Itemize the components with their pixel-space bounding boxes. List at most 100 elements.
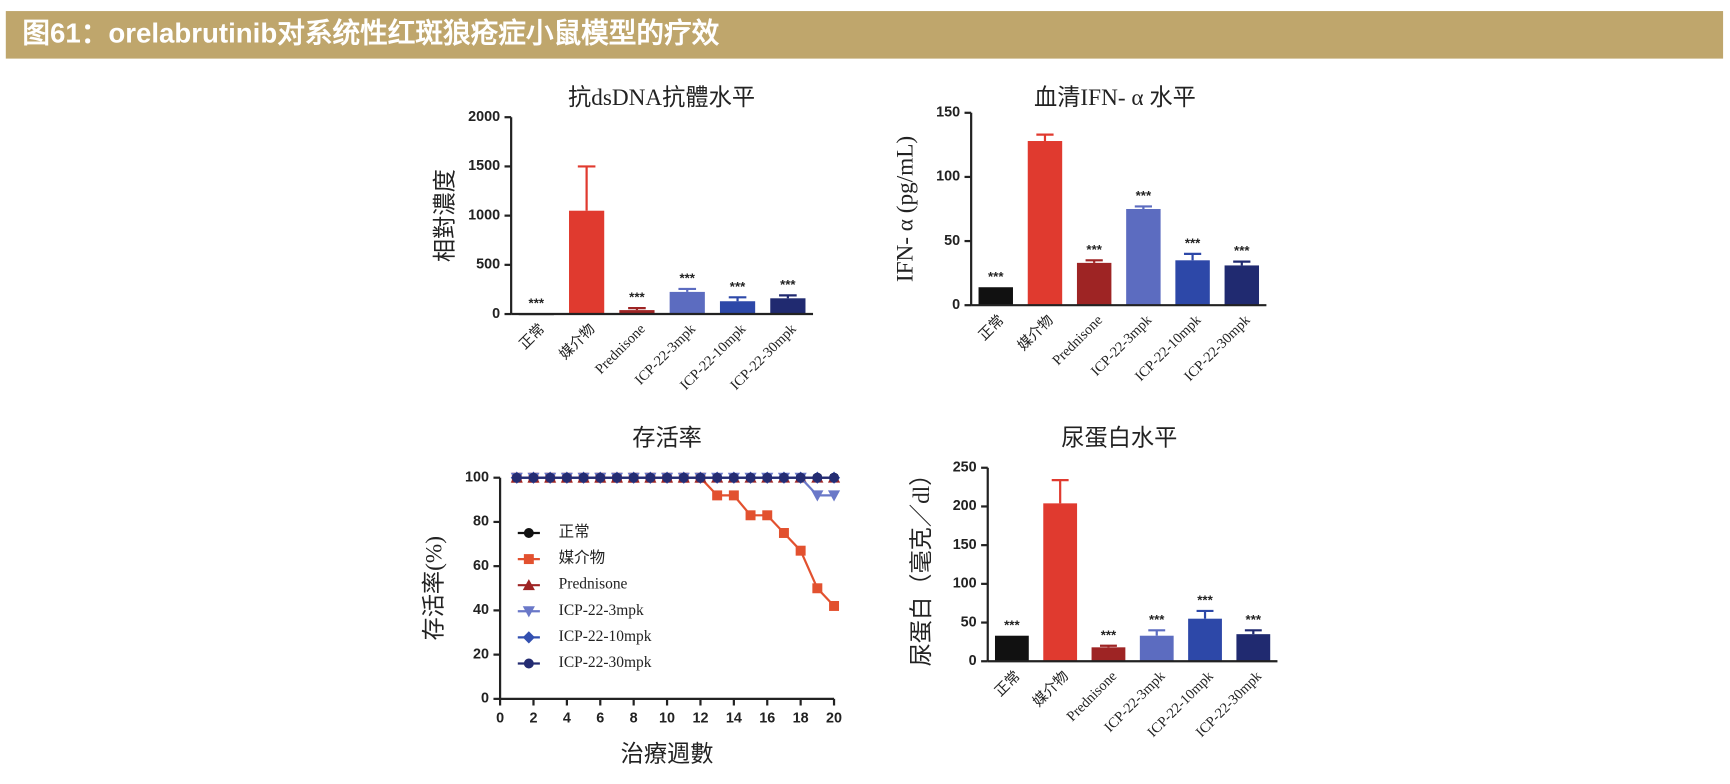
bar bbox=[994, 635, 1029, 662]
x-tick-label: 14 bbox=[726, 711, 742, 727]
significance-label: *** bbox=[1185, 235, 1201, 250]
significance-label: *** bbox=[629, 290, 645, 305]
x-tick-label: 18 bbox=[793, 711, 809, 727]
significance-label: *** bbox=[1101, 627, 1117, 642]
bar bbox=[1139, 635, 1174, 662]
bar bbox=[1236, 634, 1271, 662]
marker bbox=[712, 490, 723, 501]
marker bbox=[628, 472, 639, 483]
y-tick-label: 2000 bbox=[468, 109, 500, 125]
bar bbox=[1076, 262, 1112, 306]
chart-title: 尿蛋白水平 bbox=[1061, 425, 1177, 451]
x-tick-label: 正常 bbox=[975, 312, 1007, 344]
marker bbox=[522, 606, 535, 618]
bar bbox=[719, 301, 756, 315]
marker bbox=[523, 554, 534, 565]
marker bbox=[827, 490, 841, 502]
marker bbox=[829, 600, 840, 611]
significance-label: *** bbox=[780, 277, 796, 292]
bar bbox=[1043, 503, 1078, 662]
marker bbox=[745, 510, 756, 521]
x-tick-label: 12 bbox=[692, 711, 708, 727]
y-tick-label: 0 bbox=[969, 653, 977, 669]
y-tick-label: 0 bbox=[492, 306, 500, 322]
marker bbox=[745, 472, 756, 483]
y-tick-label: 0 bbox=[952, 297, 960, 313]
bar bbox=[619, 310, 655, 315]
marker bbox=[812, 583, 823, 594]
y-tick-label: 1000 bbox=[468, 207, 500, 223]
bar bbox=[1175, 260, 1210, 306]
bar bbox=[1027, 141, 1063, 306]
chart-title: 血清IFN- α 水平 bbox=[1034, 85, 1196, 111]
significance-label: *** bbox=[1086, 242, 1102, 257]
y-tick-label: 80 bbox=[473, 514, 489, 530]
marker bbox=[812, 472, 823, 483]
y-axis-label: 存活率(%) bbox=[421, 536, 447, 640]
significance-label: *** bbox=[1004, 617, 1020, 632]
y-tick-label: 100 bbox=[936, 169, 960, 185]
bar bbox=[569, 210, 605, 315]
x-tick-label: 16 bbox=[759, 711, 775, 727]
marker bbox=[578, 472, 589, 483]
marker bbox=[561, 472, 572, 483]
marker bbox=[795, 545, 806, 556]
bar bbox=[978, 287, 1013, 306]
marker bbox=[528, 472, 539, 483]
x-tick-label: 20 bbox=[826, 711, 842, 727]
x-tick-label: 媒介物 bbox=[1014, 312, 1056, 354]
y-tick-label: 150 bbox=[953, 537, 977, 553]
marker bbox=[811, 490, 824, 502]
bar bbox=[1126, 208, 1161, 306]
chart-title: 抗dsDNA抗體水平 bbox=[568, 85, 755, 111]
y-tick-label: 50 bbox=[944, 233, 960, 249]
bar bbox=[1224, 265, 1260, 306]
x-tick-label: 0 bbox=[496, 711, 504, 727]
significance-label: *** bbox=[1136, 188, 1152, 203]
legend-label: 媒介物 bbox=[559, 549, 605, 567]
marker bbox=[522, 631, 535, 644]
marker bbox=[778, 528, 789, 538]
marker bbox=[778, 472, 789, 483]
y-axis-label: 相對濃度 bbox=[432, 169, 458, 262]
x-tick-label: 2 bbox=[529, 711, 537, 727]
x-tick-label: 媒介物 bbox=[556, 320, 598, 362]
header-title: 图61：orelabrutinib对系统性红斑狼疮症小鼠模型的疗效 bbox=[22, 18, 719, 49]
bar bbox=[770, 298, 806, 315]
marker bbox=[595, 472, 606, 483]
y-axis-label: IFN- α (pg/mL) bbox=[892, 136, 918, 282]
bar bbox=[669, 291, 705, 315]
marker bbox=[645, 472, 656, 483]
legend-label: ICP-22-10mpk bbox=[559, 628, 652, 645]
marker bbox=[545, 472, 556, 483]
x-tick-label: 正常 bbox=[516, 320, 548, 352]
marker bbox=[829, 472, 840, 483]
x-tick-label: 正常 bbox=[991, 668, 1023, 700]
y-tick-label: 150 bbox=[936, 105, 960, 121]
marker bbox=[662, 472, 673, 483]
x-tick-label: 媒介物 bbox=[1029, 668, 1071, 710]
y-tick-label: 250 bbox=[953, 460, 977, 476]
marker bbox=[795, 472, 806, 483]
significance-label: *** bbox=[1149, 612, 1165, 627]
significance-label: *** bbox=[1234, 243, 1250, 258]
legend-label: ICP-22-30mpk bbox=[559, 654, 652, 671]
y-tick-label: 0 bbox=[481, 691, 489, 707]
y-tick-label: 500 bbox=[476, 257, 500, 273]
marker bbox=[523, 658, 534, 669]
marker bbox=[728, 472, 739, 483]
x-tick-label: 4 bbox=[563, 711, 571, 727]
y-axis-label: 尿蛋白（毫克／dl） bbox=[909, 463, 935, 667]
marker bbox=[712, 472, 723, 483]
significance-label: *** bbox=[529, 296, 545, 311]
y-tick-label: 1500 bbox=[468, 158, 500, 174]
y-tick-label: 60 bbox=[473, 558, 489, 574]
x-axis-label: 治療週數 bbox=[621, 742, 714, 768]
marker bbox=[695, 472, 706, 483]
y-tick-label: 200 bbox=[953, 498, 977, 514]
significance-label: *** bbox=[1197, 592, 1213, 607]
marker bbox=[511, 472, 522, 483]
significance-label: *** bbox=[680, 270, 696, 285]
marker bbox=[762, 510, 773, 521]
significance-label: *** bbox=[730, 279, 746, 294]
